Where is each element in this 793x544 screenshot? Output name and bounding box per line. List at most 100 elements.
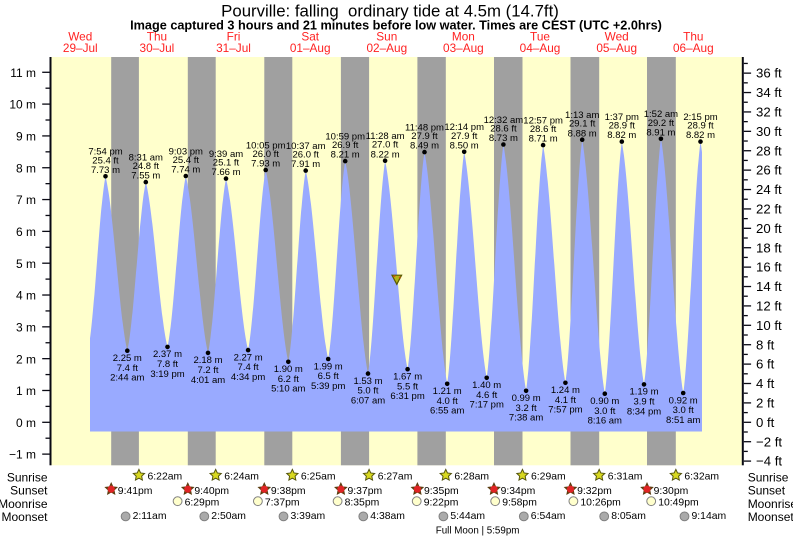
svg-text:Wed: Wed xyxy=(605,30,629,44)
svg-text:7.74 m: 7.74 m xyxy=(171,165,200,176)
svg-text:27.9 ft: 27.9 ft xyxy=(411,131,438,142)
svg-text:18 ft: 18 ft xyxy=(756,240,782,255)
svg-text:5.5 ft: 5.5 ft xyxy=(397,381,418,392)
svg-text:04–Aug: 04–Aug xyxy=(520,41,561,55)
svg-text:Tue: Tue xyxy=(530,30,550,44)
svg-text:Pourville: falling ordinary t: Pourville: falling ordinary tide at 4.5m… xyxy=(221,2,559,21)
svg-text:10:59 pm: 10:59 pm xyxy=(325,132,365,143)
svg-text:3:39am: 3:39am xyxy=(291,511,326,522)
svg-text:8.91 m: 8.91 m xyxy=(646,127,675,138)
svg-text:28 ft: 28 ft xyxy=(756,143,782,158)
svg-text:9:22pm: 9:22pm xyxy=(424,497,459,508)
svg-text:6:55 am: 6:55 am xyxy=(430,406,464,417)
svg-text:14 ft: 14 ft xyxy=(756,279,782,294)
svg-text:8:16 am: 8:16 am xyxy=(588,416,622,427)
svg-text:7 m: 7 m xyxy=(16,193,36,207)
svg-text:6:32am: 6:32am xyxy=(684,471,719,482)
svg-text:11:48 pm: 11:48 pm xyxy=(405,123,444,134)
svg-text:7.2 ft: 7.2 ft xyxy=(197,365,218,376)
svg-text:8.22 m: 8.22 m xyxy=(371,149,400,160)
svg-text:4 ft: 4 ft xyxy=(756,376,775,391)
svg-text:8.49 m: 8.49 m xyxy=(410,141,439,152)
svg-text:4:01 am: 4:01 am xyxy=(191,375,225,386)
svg-text:9:32pm: 9:32pm xyxy=(577,486,612,497)
svg-text:6.5 ft: 6.5 ft xyxy=(318,371,339,382)
svg-text:2.37 m: 2.37 m xyxy=(153,349,182,360)
svg-text:6:25am: 6:25am xyxy=(301,471,336,482)
svg-text:4.6 ft: 4.6 ft xyxy=(476,390,497,401)
svg-text:6:27am: 6:27am xyxy=(378,471,413,482)
svg-text:25.4 ft: 25.4 ft xyxy=(92,155,119,166)
svg-text:24.8 ft: 24.8 ft xyxy=(133,161,160,172)
svg-text:26.0 ft: 26.0 ft xyxy=(252,149,279,160)
svg-text:6:07 am: 6:07 am xyxy=(351,396,385,407)
svg-text:12:14 pm: 12:14 pm xyxy=(444,122,484,133)
svg-text:2:44 am: 2:44 am xyxy=(110,373,144,384)
svg-text:10 m: 10 m xyxy=(9,98,36,112)
svg-text:Sunrise: Sunrise xyxy=(748,470,789,484)
svg-text:05–Aug: 05–Aug xyxy=(596,41,637,55)
svg-text:7.4 ft: 7.4 ft xyxy=(238,362,259,373)
svg-text:Full Moon | 5:59pm: Full Moon | 5:59pm xyxy=(436,526,520,537)
svg-text:0.99 m: 0.99 m xyxy=(512,393,541,404)
svg-text:Sat: Sat xyxy=(301,30,319,44)
svg-text:7.8 ft: 7.8 ft xyxy=(157,359,178,370)
svg-text:28.9 ft: 28.9 ft xyxy=(687,121,714,132)
svg-text:7.66 m: 7.66 m xyxy=(211,167,240,178)
svg-text:Wed: Wed xyxy=(68,30,92,44)
svg-text:Thu: Thu xyxy=(147,30,167,44)
svg-text:02–Aug: 02–Aug xyxy=(366,41,407,55)
svg-text:28.6 ft: 28.6 ft xyxy=(490,124,517,135)
svg-text:1.67 m: 1.67 m xyxy=(393,372,422,383)
svg-text:8.88 m: 8.88 m xyxy=(568,128,597,139)
svg-text:9:35pm: 9:35pm xyxy=(424,486,459,497)
svg-text:−2 ft: −2 ft xyxy=(756,434,782,449)
svg-text:30 ft: 30 ft xyxy=(756,124,782,139)
svg-text:9:58pm: 9:58pm xyxy=(502,497,537,508)
svg-text:0.90 m: 0.90 m xyxy=(590,396,619,407)
svg-text:Thu: Thu xyxy=(683,30,703,44)
svg-text:36 ft: 36 ft xyxy=(756,66,782,81)
svg-text:1.19 m: 1.19 m xyxy=(629,387,658,398)
svg-text:8.71 m: 8.71 m xyxy=(529,134,558,145)
svg-text:9:41pm: 9:41pm xyxy=(118,486,153,497)
svg-text:5:39 pm: 5:39 pm xyxy=(311,381,345,392)
svg-text:Sunset: Sunset xyxy=(10,484,48,498)
svg-text:3:19 pm: 3:19 pm xyxy=(150,369,184,380)
svg-text:01–Aug: 01–Aug xyxy=(290,41,331,55)
svg-text:7:54 pm: 7:54 pm xyxy=(88,147,122,158)
svg-text:2 ft: 2 ft xyxy=(756,396,775,411)
svg-text:27.9 ft: 27.9 ft xyxy=(451,131,478,142)
svg-text:−1 m: −1 m xyxy=(9,448,36,462)
svg-text:29.2 ft: 29.2 ft xyxy=(648,118,675,129)
svg-text:8 ft: 8 ft xyxy=(756,337,775,352)
svg-text:10:49pm: 10:49pm xyxy=(658,497,698,508)
svg-text:8.50 m: 8.50 m xyxy=(450,140,479,151)
svg-text:1.24 m: 1.24 m xyxy=(551,385,580,396)
svg-text:9:40pm: 9:40pm xyxy=(194,486,229,497)
svg-text:Moonset: Moonset xyxy=(748,510,793,524)
svg-text:Moonrise: Moonrise xyxy=(748,497,793,511)
svg-text:10:37 am: 10:37 am xyxy=(286,141,326,152)
svg-text:7:37pm: 7:37pm xyxy=(265,497,300,508)
svg-text:8:51 am: 8:51 am xyxy=(666,415,700,426)
svg-text:10:05 pm: 10:05 pm xyxy=(246,140,286,151)
svg-text:4.0 ft: 4.0 ft xyxy=(437,396,458,407)
svg-text:8:35pm: 8:35pm xyxy=(345,497,380,508)
svg-text:5:44am: 5:44am xyxy=(450,511,485,522)
svg-text:9:14am: 9:14am xyxy=(692,511,727,522)
svg-text:1.40 m: 1.40 m xyxy=(472,380,501,391)
svg-text:2:15 pm: 2:15 pm xyxy=(683,112,717,123)
svg-text:Moonset: Moonset xyxy=(1,510,48,524)
svg-text:24 ft: 24 ft xyxy=(756,182,782,197)
svg-text:3 m: 3 m xyxy=(16,320,36,334)
svg-text:30–Jul: 30–Jul xyxy=(140,41,175,55)
svg-text:7:38 am: 7:38 am xyxy=(509,413,543,424)
svg-text:29.1 ft: 29.1 ft xyxy=(569,119,596,130)
svg-text:6:28am: 6:28am xyxy=(454,471,489,482)
svg-text:3.0 ft: 3.0 ft xyxy=(594,406,615,417)
svg-text:9:30pm: 9:30pm xyxy=(654,486,689,497)
svg-text:22 ft: 22 ft xyxy=(756,202,782,217)
svg-text:1:13 am: 1:13 am xyxy=(565,110,599,121)
svg-text:6:31 pm: 6:31 pm xyxy=(390,391,424,402)
